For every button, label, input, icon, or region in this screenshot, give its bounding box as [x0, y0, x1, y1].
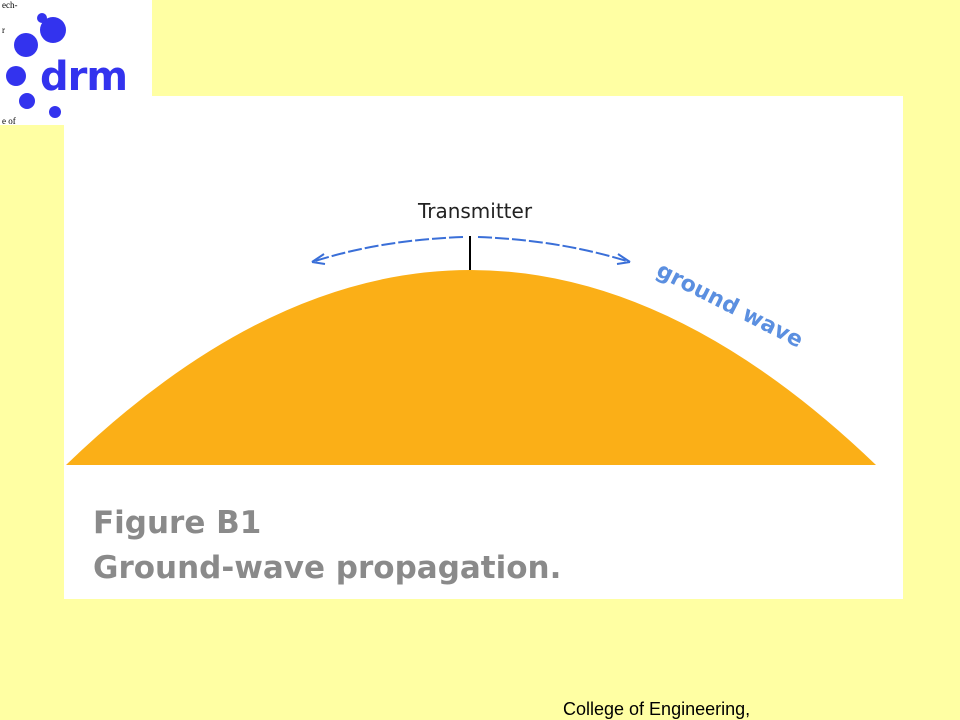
arrowhead	[311, 253, 326, 265]
logo: ech- r e of DRM	[0, 0, 152, 126]
logo-text: DRM	[40, 54, 127, 100]
logo-fragment: e of	[2, 116, 16, 126]
wave-arrow-right	[477, 236, 631, 263]
logo-dot	[19, 93, 35, 109]
footer-text: College of Engineering,	[563, 699, 750, 719]
caption-title: Figure B1	[93, 505, 261, 541]
wave-arrow-left	[311, 236, 464, 263]
logo-fragment: r	[2, 25, 5, 35]
logo-dot	[49, 106, 61, 118]
arrowhead	[616, 253, 631, 265]
caption-text: Ground-wave propagation.	[93, 550, 561, 586]
figure: Transmitter ground wave Figure B1 Ground…	[64, 96, 903, 599]
earth-surface	[66, 270, 876, 465]
logo-dot	[40, 17, 66, 43]
logo-dot	[14, 33, 38, 57]
logo-dot	[6, 66, 26, 86]
transmitter-label: Transmitter	[417, 199, 533, 223]
logo-fragment: ech-	[2, 0, 18, 10]
logo-dot	[37, 13, 47, 23]
